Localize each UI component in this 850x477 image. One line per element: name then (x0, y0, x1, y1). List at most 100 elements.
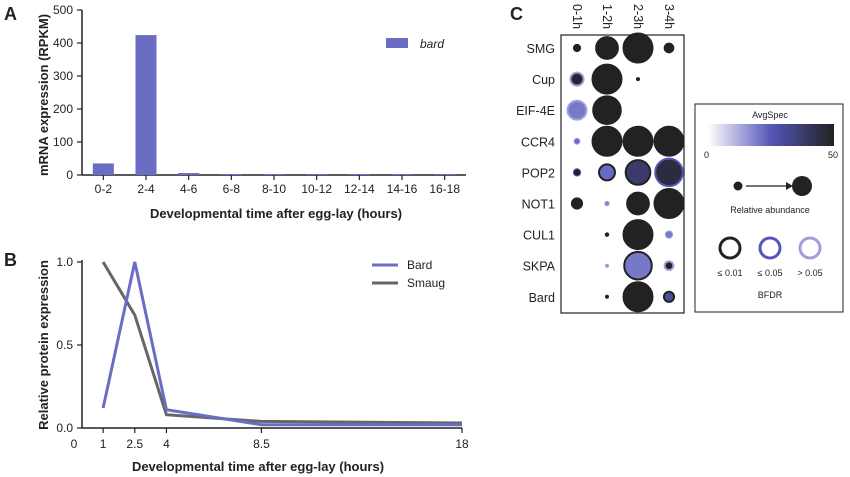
panel-b-y-axis-label: Relative protein expression (36, 260, 51, 430)
avgspec-title: AvgSpec (752, 110, 788, 120)
panel-c-row-label: CUL1 (523, 229, 555, 243)
panel-b-x-tick-label: 4 (163, 437, 170, 451)
panel-a-bar (178, 173, 200, 175)
panel-a-y-tick-label: 500 (53, 3, 73, 17)
panel-c-column-label: 0-1h (570, 4, 584, 29)
panel-b-legend-smaug-label: Smaug (407, 276, 445, 290)
panel-a-bar (391, 174, 413, 175)
panel-a-x-tick-label: 2-4 (137, 182, 155, 196)
panel-c-dot (569, 71, 585, 87)
panel-c-dot (622, 32, 654, 64)
panel-a-bar (92, 163, 114, 175)
panel-b-x-axis-label: Developmental time after egg-lay (hours) (132, 459, 384, 474)
panel-c-row-label: POP2 (522, 166, 555, 180)
panel-c-plot-frame (560, 34, 685, 314)
panel-c-row-label: EIF-4E (516, 104, 555, 118)
abundance-label: Relative abundance (730, 205, 810, 215)
bfdr-005-label: ≤ 0.05 (758, 268, 783, 278)
panel-c-dot (654, 157, 684, 188)
panel-c-dot (622, 219, 654, 251)
bfdr-gt005-label: > 0.05 (797, 268, 822, 278)
panel-a-bar (220, 174, 242, 175)
panel-a-bar (306, 174, 328, 175)
panel-a-x-tick-label: 0-2 (95, 182, 113, 196)
panel-c-dot (622, 281, 654, 313)
panel-a-x-tick-label: 10-12 (301, 182, 332, 196)
avgspec-min-label: 0 (704, 150, 709, 160)
panel-a-bar-chart: mRNA expression (RPKM) Developmental tim… (36, 3, 466, 221)
panel-a-x-tick-label: 6-8 (223, 182, 241, 196)
panel-b-series-line-smaug (101, 261, 463, 425)
panel-b-y-tick-label: 1.0 (56, 255, 73, 269)
panel-a-bar (263, 174, 285, 175)
panel-c-dot (592, 95, 622, 125)
panel-c-dot (566, 99, 588, 121)
panel-c-dot (663, 260, 675, 272)
panel-letter-b: B (4, 250, 17, 270)
panel-a-x-tick-label: 16-18 (429, 182, 460, 196)
panel-b-y-tick-label: 0.5 (56, 338, 73, 352)
panel-c-dot (653, 125, 685, 157)
panel-a-y-tick-label: 400 (53, 36, 73, 50)
panel-c-dot (626, 191, 650, 216)
panel-c-row-label: SMG (527, 42, 555, 56)
panel-letter-c: C (510, 4, 523, 24)
avgspec-max-label: 50 (828, 150, 838, 160)
panel-c-dot (622, 125, 654, 157)
panel-b-x-tick-label: 1 (100, 437, 107, 451)
panel-c-dot (591, 63, 623, 95)
abundance-small-dot (733, 181, 743, 191)
panel-c-dot (605, 294, 609, 299)
panel-c-dot (623, 250, 653, 281)
panel-c-dot (663, 42, 675, 54)
panel-c-column-label: 3-4h (662, 4, 676, 29)
panel-c-dot (624, 159, 652, 186)
abundance-arrow-head (786, 182, 793, 190)
panel-c-dot (595, 36, 619, 60)
abundance-large-dot (792, 176, 812, 196)
panel-a-bar (348, 174, 370, 175)
panel-c-legend-frame (694, 103, 844, 313)
panel-c-dot (572, 43, 582, 53)
panel-c-dot (604, 200, 610, 207)
panel-a-bar (434, 174, 456, 175)
panel-c-dot (664, 230, 674, 239)
panel-c-legend: AvgSpec 0 50 Relative abundance ≤ 0.01 ≤… (694, 103, 844, 313)
panel-a-x-tick-label: 4-6 (180, 182, 198, 196)
bfdr-005-ring (758, 236, 782, 260)
panel-b-x-tick-label: 8.5 (253, 437, 270, 451)
panel-a-x-axis-label: Developmental time after egg-lay (hours) (150, 206, 402, 221)
panel-c-dot (591, 125, 623, 157)
panel-c-row-label: NOT1 (522, 198, 555, 212)
panel-a-legend-label: bard (420, 37, 444, 51)
panel-b-series-line-bard (101, 261, 462, 427)
panel-c-row-label: Cup (532, 73, 555, 87)
panel-b-line-chart: Relative protein expression Developmenta… (36, 255, 469, 474)
panel-a-y-tick-label: 200 (53, 102, 73, 116)
bfdr-001-ring (718, 236, 742, 260)
panel-a-x-tick-label: 12-14 (344, 182, 375, 196)
bfdr-title: BFDR (758, 290, 783, 300)
panel-a-legend-swatch (386, 38, 408, 48)
panel-c-column-label: 2-3h (631, 4, 645, 29)
panel-b-x-tick-label: 2.5 (126, 437, 143, 451)
panel-c-dot (598, 163, 616, 182)
panel-a-y-axis-label: mRNA expression (RPKM) (36, 14, 51, 176)
bfdr-gt005-ring (798, 236, 822, 260)
panel-c-dot (653, 188, 685, 219)
panel-c-dot (636, 77, 640, 82)
panel-c-dot (662, 290, 676, 303)
panel-c-row-label: SKPA (523, 260, 556, 274)
panel-c-dot (605, 263, 609, 268)
panel-c-dot (604, 232, 610, 237)
panel-c-dot (572, 168, 582, 177)
panel-a-y-tick-label: 300 (53, 69, 73, 83)
panel-a-x-tick-label: 14-16 (387, 182, 418, 196)
panel-b-x-tick-label: 0 (71, 437, 78, 451)
avgspec-gradient-bar (708, 124, 834, 146)
panel-a-x-tick-label: 8-10 (262, 182, 286, 196)
panel-c-dot (570, 197, 584, 210)
panel-b-x-tick-label: 18 (455, 437, 469, 451)
panel-a-bar (135, 35, 157, 175)
